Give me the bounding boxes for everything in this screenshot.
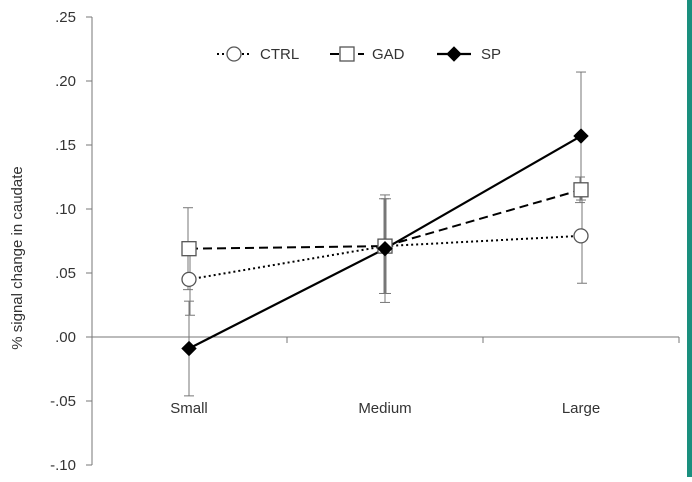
legend: CTRL GAD SP [217, 46, 501, 63]
y-tick-label: .20 [55, 73, 76, 90]
y-tick-label: -.10 [50, 457, 76, 474]
y-tick-label: -.05 [50, 393, 76, 410]
series-points-sp [181, 128, 589, 357]
y-tick-label: .10 [55, 201, 76, 218]
legend-marker-ctrl [226, 46, 242, 62]
data-point-gad [181, 241, 197, 257]
y-tick-label: .00 [55, 329, 76, 346]
y-tick-label: .25 [55, 9, 76, 26]
legend-label-ctrl: CTRL [260, 46, 299, 63]
legend-marker-gad [339, 46, 355, 62]
legend-marker-sp [446, 46, 462, 62]
data-point-gad [573, 182, 589, 198]
error-bars-sp [184, 71, 586, 397]
legend-label-sp: SP [481, 46, 501, 63]
data-point-ctrl [573, 228, 589, 244]
y-axis-label: % signal change in caudate [9, 166, 26, 349]
legend-label-gad: GAD [372, 46, 405, 63]
x-tick-label: Medium [358, 400, 411, 417]
data-point-ctrl [181, 271, 197, 288]
series-line-ctrl [188, 234, 582, 281]
x-tick-label: Small [170, 400, 208, 417]
data-point-sp [181, 340, 197, 357]
y-tick-label: .15 [55, 137, 76, 154]
edge-strip [687, 0, 692, 477]
x-tick-label: Large [562, 400, 600, 417]
data-point-sp [377, 240, 393, 257]
data-point-sp [573, 128, 589, 144]
y-tick-label: .05 [55, 265, 76, 282]
